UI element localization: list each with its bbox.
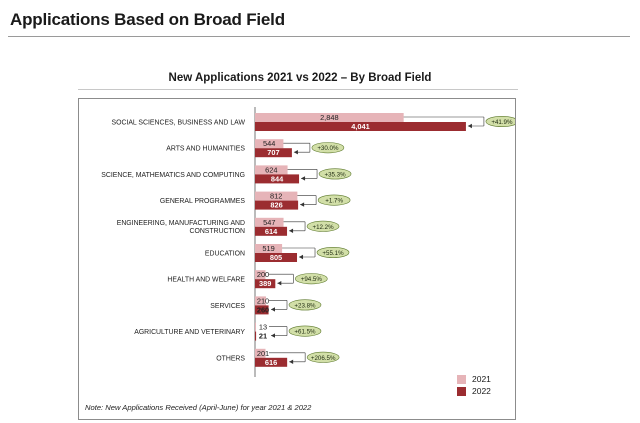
- category-label-cat-5: EDUCATION: [205, 251, 245, 258]
- connector-arrow-cat-8: [271, 333, 275, 338]
- connector-arrow-cat-3: [300, 202, 305, 207]
- connector-arrow-cat-7: [271, 307, 275, 312]
- value-label-2022-cat-1: 707: [267, 148, 279, 157]
- bar-2021-cat-8: [255, 322, 256, 332]
- value-label-2021-cat-3: 812: [270, 192, 282, 201]
- value-label-2021-cat-5: 519: [262, 244, 274, 253]
- value-label-2022-cat-8: 21: [259, 332, 267, 341]
- value-label-2021-cat-2: 624: [265, 165, 277, 174]
- bar-2021-cat-3: [255, 191, 298, 201]
- bar-2022-cat-6: [255, 279, 276, 289]
- value-label-2022-cat-5: 805: [270, 253, 282, 262]
- chart-footnote: Note: New Applications Received (April-J…: [85, 403, 312, 412]
- connector-arrow-cat-2: [301, 176, 306, 181]
- growth-badge-cat-4: [306, 220, 340, 232]
- bar-chart: SOCIAL SCIENCES, BUSINESS AND LAW 2,848 4,…: [101, 107, 515, 377]
- value-label-2021-cat-1: 544: [263, 139, 275, 148]
- bar-2021-cat-4: [255, 217, 284, 227]
- legend-label-2022: 2022: [472, 386, 491, 396]
- growth-badge-cat-3: [317, 194, 351, 206]
- bar-2022-cat-5: [255, 253, 298, 262]
- legend-swatch-2022: [457, 386, 466, 396]
- chart-legend: 2021 2022: [457, 373, 491, 397]
- bar-2022-cat-9: [255, 357, 288, 367]
- value-label-2021-cat-0: 2,848: [320, 113, 339, 122]
- connector-arrow-cat-1: [293, 150, 298, 155]
- connector-arrow-cat-0: [467, 123, 472, 129]
- growth-badge-cat-6: [295, 273, 328, 285]
- growth-label-cat-2: +35.3%: [324, 171, 346, 178]
- growth-badge-cat-0: [485, 116, 515, 127]
- legend-swatch-2021: [457, 374, 466, 384]
- legend-label-2021: 2021: [472, 374, 491, 384]
- value-label-2022-cat-0: 4,041: [351, 122, 370, 131]
- value-label-2022-cat-6: 389: [259, 279, 271, 288]
- legend-item-2021: 2021: [457, 373, 491, 385]
- bar-2022-cat-2: [255, 174, 300, 184]
- value-label-2022-cat-7: 260: [257, 305, 269, 314]
- value-label-2022-cat-3: 826: [270, 201, 282, 210]
- value-label-2021-cat-8: 13: [259, 323, 267, 332]
- value-label-2021-cat-4: 547: [263, 218, 275, 227]
- growth-label-cat-0: +41.9%: [491, 119, 513, 126]
- category-label-cat-1: ARTS AND HUMANITIES: [166, 146, 245, 153]
- connector-arrow-cat-5: [299, 254, 304, 260]
- value-label-2021-cat-7: 210: [257, 296, 269, 305]
- growth-label-cat-6: +94.5%: [301, 276, 323, 283]
- growth-badge-cat-9: [306, 351, 340, 363]
- chart-title: New Applications 2021 vs 2022 – By Broad…: [168, 72, 432, 84]
- bar-2021-cat-1: [255, 139, 284, 149]
- bar-2022-cat-8: [255, 331, 257, 341]
- connector-arrow-cat-9: [289, 359, 294, 364]
- category-label-cat-0: SOCIAL SCIENCES, BUSINESS AND LAW: [111, 120, 245, 127]
- bar-2021-cat-7: [255, 296, 266, 306]
- growth-badge-cat-2: [318, 168, 352, 180]
- connector-arrow-cat-6: [277, 281, 282, 286]
- bar-2021-cat-0: [255, 113, 404, 122]
- bar-2022-cat-1: [255, 148, 292, 158]
- bar-2022-cat-0: [255, 122, 466, 131]
- growth-label-cat-1: +30.0%: [317, 145, 339, 152]
- chart-title-divider: [78, 89, 518, 90]
- growth-badge-cat-8: [288, 325, 322, 337]
- bar-2021-cat-5: [255, 244, 283, 253]
- growth-label-cat-7: +23.8%: [294, 302, 316, 309]
- category-label-cat-9: OTHERS: [216, 355, 245, 362]
- growth-label-cat-8: +61.5%: [294, 329, 316, 336]
- bar-2022-cat-4: [255, 226, 288, 236]
- bar-2021-cat-2: [255, 165, 288, 175]
- chart-panel: SOCIAL SCIENCES, BUSINESS AND LAW 2,848 4,…: [78, 98, 516, 420]
- category-label-cat-7: SERVICES: [210, 303, 245, 310]
- bar-2021-cat-9: [255, 348, 266, 358]
- value-label-2022-cat-2: 844: [271, 174, 284, 183]
- category-label-cat-8: AGRICULTURE AND VETERINARY: [134, 329, 245, 336]
- connector-arrow-cat-4: [289, 228, 294, 233]
- category-label-cat-2: SCIENCE, MATHEMATICS AND COMPUTING: [101, 172, 245, 179]
- value-label-2021-cat-9: 201: [257, 349, 269, 358]
- growth-badge-cat-1: [311, 142, 345, 154]
- growth-label-cat-4: +12.2%: [312, 224, 334, 231]
- bar-2022-cat-3: [255, 200, 299, 210]
- value-label-2022-cat-9: 616: [265, 358, 277, 367]
- bar-2021-cat-6: [255, 270, 266, 280]
- category-label-cat-4: ENGINEERING, MANUFACTURING AND CONSTRUCTI…: [117, 220, 245, 235]
- legend-item-2022: 2022: [457, 385, 491, 397]
- page-title: Applications Based on Broad Field: [10, 10, 285, 29]
- growth-label-cat-5: +55.1%: [322, 250, 344, 257]
- growth-badge-cat-7: [288, 299, 322, 311]
- value-label-2022-cat-4: 614: [265, 227, 278, 236]
- category-label-cat-6: HEALTH AND WELFARE: [167, 277, 245, 284]
- value-label-2021-cat-6: 200: [257, 270, 269, 279]
- category-label-cat-3: GENERAL PROGRAMMES: [160, 198, 246, 205]
- growth-label-cat-9: +206.5%: [311, 355, 336, 362]
- growth-badge-cat-5: [316, 247, 350, 259]
- title-divider: [8, 36, 630, 37]
- bar-2022-cat-7: [255, 305, 269, 315]
- growth-label-cat-3: +1.7%: [325, 198, 343, 205]
